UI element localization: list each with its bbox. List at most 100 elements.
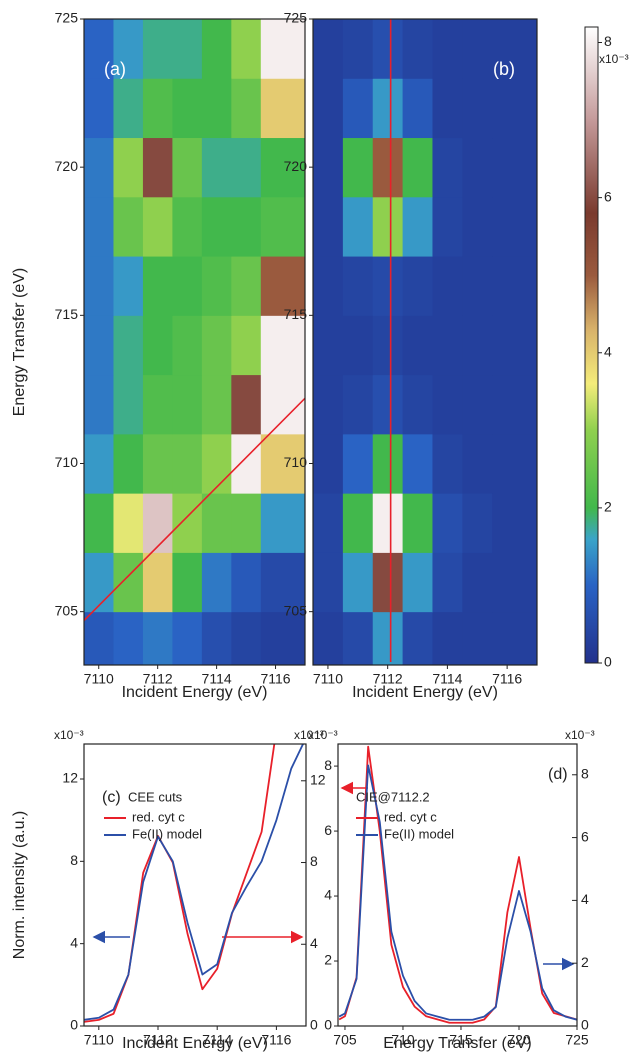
heat-cell	[432, 256, 463, 316]
heat-cell	[260, 433, 305, 494]
heat-cell	[231, 315, 262, 376]
heat-cell	[84, 196, 114, 257]
heat-cell	[342, 78, 374, 139]
heat-cell	[492, 196, 537, 257]
heat-cell	[260, 552, 305, 613]
y-tick-label: 720	[55, 158, 79, 174]
heat-cell	[260, 611, 305, 665]
heat-cell	[402, 493, 433, 553]
heat-cell	[462, 493, 493, 553]
y-tick-label: 8	[70, 852, 78, 868]
heat-cell	[313, 374, 344, 435]
x-tick-label: 705	[333, 1032, 357, 1048]
heat-cell	[313, 493, 344, 553]
y2-tick-label: 4	[581, 891, 589, 907]
heat-cell	[402, 374, 433, 435]
heat-cell	[260, 315, 305, 376]
y2-tick-label: 8	[581, 765, 589, 781]
heat-cell	[231, 374, 262, 435]
heat-cell	[201, 256, 232, 316]
heat-cell	[172, 78, 203, 139]
heat-cell	[432, 137, 463, 198]
heat-cell	[142, 19, 173, 79]
plot-area	[84, 744, 305, 1023]
heat-cell	[313, 78, 344, 139]
heat-cell	[113, 78, 144, 139]
heat-cell	[462, 78, 493, 139]
heat-cell	[113, 611, 144, 665]
x-tick-label: 715	[449, 1032, 473, 1048]
x-tick-label: 7112	[373, 671, 403, 687]
heat-cell	[260, 137, 305, 198]
colorbar-tick-label: 2	[604, 499, 612, 515]
y-tick-label: 710	[284, 454, 308, 470]
heat-cell	[142, 374, 173, 435]
heat-cell	[432, 315, 463, 376]
heat-cell	[142, 196, 173, 257]
x-tick-label: 7116	[260, 671, 290, 687]
heat-cell	[462, 256, 493, 316]
heat-cell	[113, 374, 144, 435]
heat-cell	[492, 137, 537, 198]
y-tick-label: 2	[324, 952, 332, 968]
colorbar-tick-label: 4	[604, 343, 612, 359]
heat-cell	[342, 611, 374, 665]
y-axis-title: Norm. intensity (a.u.)	[11, 811, 28, 959]
heat-cell	[372, 611, 404, 665]
heat-cell	[231, 137, 262, 198]
y-tick-label: 715	[284, 306, 308, 322]
heat-cell	[201, 433, 232, 494]
heat-cell	[492, 315, 537, 376]
x-tick-label: 7110	[84, 1032, 114, 1048]
heat-cell	[462, 19, 493, 79]
y-tick-label: 725	[55, 10, 79, 26]
heat-cell	[492, 374, 537, 435]
y-tick-label: 8	[324, 757, 332, 773]
heat-cell	[462, 196, 493, 257]
heat-cell	[372, 433, 404, 494]
heat-cell	[142, 256, 173, 316]
heat-cell	[172, 552, 203, 613]
plot-area	[313, 19, 537, 665]
y2-tick-label: 4	[310, 935, 318, 951]
plot-frame	[83, 18, 306, 666]
heat-cell	[231, 19, 262, 79]
y-tick-label: 705	[284, 602, 308, 618]
y2-tick-label: 8	[310, 853, 318, 869]
heat-cell	[231, 493, 262, 553]
heat-cell	[172, 493, 203, 553]
heat-cell	[113, 19, 144, 79]
heat-cell	[372, 315, 404, 376]
heat-cell	[113, 433, 144, 494]
heat-cell	[84, 137, 114, 198]
series-line	[338, 764, 577, 1021]
colorbar-tick-label: 6	[604, 188, 612, 204]
heat-cell	[84, 315, 114, 376]
heat-cell	[492, 256, 537, 316]
heat-cell	[342, 196, 374, 257]
colorbar-multiplier: x10⁻³	[599, 52, 629, 66]
heat-cell	[492, 19, 537, 79]
heat-cell	[462, 374, 493, 435]
heat-cell	[402, 196, 433, 257]
heat-cell	[342, 256, 374, 316]
heat-cell	[201, 374, 232, 435]
heat-cell	[432, 78, 463, 139]
colorbar-tick-label: 0	[604, 654, 612, 670]
heat-cell	[231, 552, 262, 613]
x-tick-label: 7112	[143, 1032, 173, 1048]
heat-cell	[201, 552, 232, 613]
x-axis-title: Incident Energy (eV)	[122, 684, 268, 701]
heat-cell	[402, 611, 433, 665]
heat-cell	[113, 493, 144, 553]
heat-cell	[432, 196, 463, 257]
x-tick-label: 7116	[261, 1032, 291, 1048]
heat-cell	[231, 611, 262, 665]
heat-cell	[84, 433, 114, 494]
plot-frame	[312, 18, 538, 666]
heat-cell	[260, 374, 305, 435]
heat-cell	[492, 433, 537, 494]
heat-cell	[492, 78, 537, 139]
y-tick-label: 4	[324, 887, 332, 903]
heat-cell	[492, 611, 537, 665]
